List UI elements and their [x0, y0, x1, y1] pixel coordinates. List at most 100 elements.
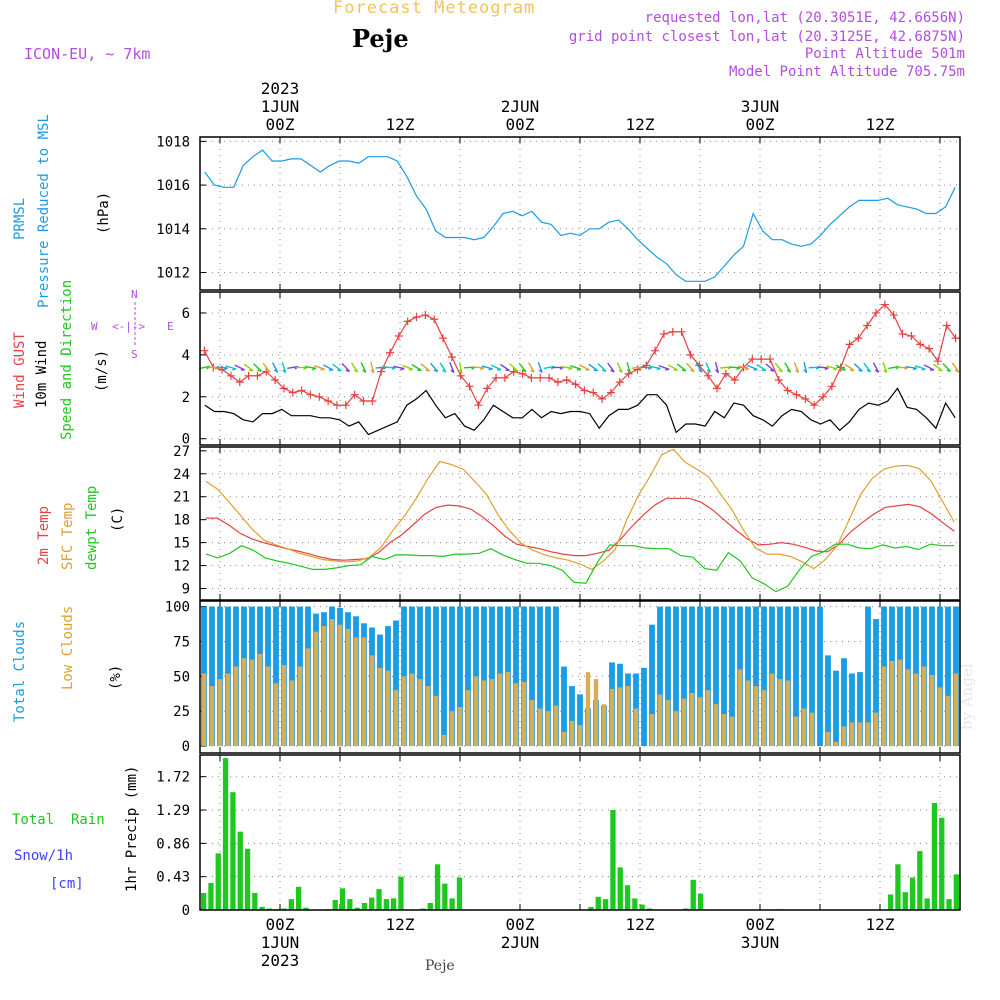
bar-low-clouds — [673, 711, 679, 747]
gust-marker — [766, 355, 774, 364]
bar-total-rain — [427, 903, 433, 910]
clouds-unit-label: (%) — [108, 665, 124, 690]
ytick-label: 0 — [182, 903, 190, 919]
bottom-time-label: 3JUN — [741, 933, 780, 952]
wind-direction-arrow — [296, 366, 308, 370]
wind-direction-arrow — [853, 363, 863, 372]
bar-total-clouds — [833, 670, 839, 746]
bar-total-rain — [953, 874, 959, 910]
bar-total-rain — [924, 898, 930, 910]
bar-low-clouds — [321, 626, 327, 746]
bar-total-clouds — [417, 606, 423, 746]
wind-direction-arrow — [518, 362, 527, 373]
bar-total-clouds — [273, 606, 279, 746]
panel-frame-wind — [199, 291, 961, 446]
bottom-time-label: 2JUN — [501, 933, 540, 952]
bar-low-clouds — [705, 690, 711, 746]
temp-panel-labels: 2m Temp SFC Temp dewpt Temp (C) — [36, 486, 126, 570]
bar-low-clouds — [305, 648, 311, 746]
bar-low-clouds — [337, 624, 343, 746]
gust-marker — [288, 388, 297, 397]
bar-low-clouds — [617, 687, 623, 747]
snow-unit-label: [cm] — [50, 876, 84, 892]
wind-direction-arrow — [332, 363, 342, 372]
bar-total-rain — [449, 898, 455, 910]
bar-total-rain — [931, 803, 938, 910]
gust-marker — [880, 300, 889, 309]
bar-low-clouds — [713, 704, 719, 746]
bar-low-clouds — [329, 619, 335, 746]
bottom-time-label: 12Z — [626, 915, 655, 934]
gust-marker — [412, 313, 421, 322]
ytick-label: 50 — [173, 669, 190, 685]
bar-low-clouds — [449, 711, 455, 747]
bar-total-clouds — [761, 606, 767, 746]
gust-marker — [827, 382, 836, 391]
wind-direction-arrow — [234, 364, 246, 371]
bar-total-clouds — [817, 606, 823, 746]
wind-direction-arrow — [472, 366, 485, 371]
bar-low-clouds — [625, 686, 631, 747]
series-line-sfc-temp — [205, 448, 955, 571]
bar-total-rain — [398, 876, 404, 910]
wind-direction-arrow — [914, 365, 926, 371]
bar-low-clouds — [537, 708, 543, 747]
bar-total-clouds — [681, 606, 687, 746]
panel-frame-pressure — [199, 136, 961, 291]
bar-low-clouds — [777, 679, 783, 746]
bar-total-clouds — [465, 606, 471, 746]
bar-low-clouds — [921, 666, 927, 746]
bar-low-clouds — [521, 681, 527, 746]
bar-low-clouds — [289, 680, 295, 746]
bar-total-clouds — [289, 606, 295, 746]
series-line-wind-gust — [203, 303, 957, 407]
ytick-label: 1018 — [156, 134, 190, 150]
gust-marker — [598, 394, 607, 403]
top-time-label: 12Z — [386, 115, 415, 134]
bar-low-clouds — [889, 661, 895, 747]
wind-direction-arrow — [579, 364, 590, 371]
wind-direction-arrow — [384, 366, 396, 371]
bar-low-clouds — [345, 628, 351, 746]
bar-total-clouds — [753, 606, 759, 746]
gust-marker — [492, 373, 501, 382]
ytick-label: 1.29 — [156, 803, 190, 819]
bar-low-clouds — [569, 720, 575, 746]
top-time-label: 2023 — [261, 79, 300, 98]
ytick-label: 24 — [173, 467, 190, 483]
bar-low-clouds — [681, 698, 687, 746]
bar-low-clouds — [633, 708, 639, 747]
wind-direction-arrow — [705, 362, 712, 374]
ytick-label: 75 — [173, 634, 190, 650]
gust-marker — [235, 378, 244, 387]
bar-total-rain — [347, 899, 353, 910]
bar-total-clouds — [673, 606, 679, 746]
ytick-label: 25 — [173, 704, 190, 720]
ytick-label: 1.72 — [156, 770, 190, 786]
axis-labels: 1012101410161018024691215182124270255075… — [156, 79, 895, 970]
bar-total-rain — [259, 906, 265, 910]
bar-low-clouds — [281, 665, 287, 746]
gust-marker — [350, 390, 359, 399]
bar-total-rain — [632, 898, 638, 910]
wind-direction-arrow — [616, 362, 623, 373]
bar-low-clouds — [865, 722, 871, 746]
bar-low-clouds — [657, 694, 663, 746]
bar-total-clouds — [553, 606, 559, 746]
wind-direction-arrow — [793, 362, 800, 374]
bar-total-rain — [946, 899, 952, 910]
panel-frame-precip — [199, 754, 961, 911]
wind-speed-dir-label: Speed and Direction — [59, 280, 75, 440]
bar-total-clouds — [441, 606, 447, 746]
wind-direction-arrow — [570, 365, 582, 371]
bar-low-clouds — [313, 631, 319, 746]
wind-direction-arrow — [537, 362, 543, 374]
wind-direction-arrow — [844, 363, 855, 372]
compass-west: W — [91, 320, 98, 333]
compass-north: N — [131, 288, 138, 301]
wind-direction-arrow — [746, 364, 758, 371]
bar-total-rain — [602, 899, 609, 910]
gust-marker — [297, 386, 306, 395]
gust-marker — [606, 388, 615, 397]
bar-low-clouds — [257, 654, 263, 746]
